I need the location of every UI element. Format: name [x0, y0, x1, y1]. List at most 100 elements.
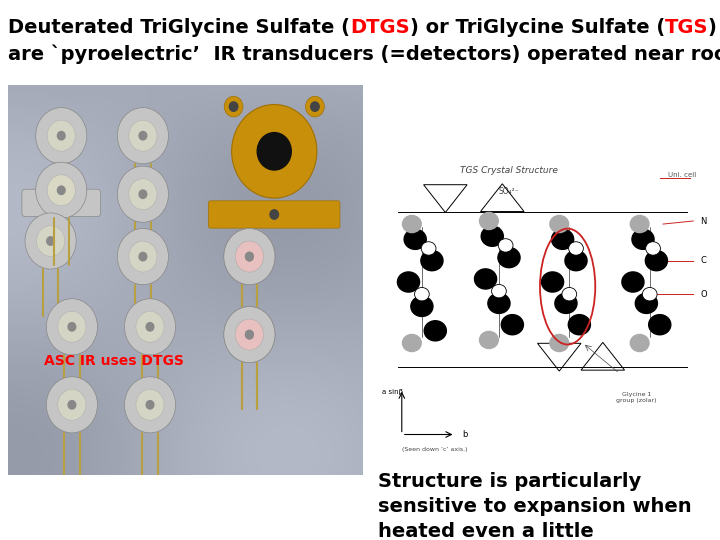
Circle shape — [224, 228, 275, 285]
Circle shape — [562, 287, 577, 301]
Circle shape — [224, 96, 243, 117]
Text: ) or TriGlycine Sulfate (: ) or TriGlycine Sulfate ( — [410, 18, 665, 37]
Circle shape — [117, 166, 168, 222]
Circle shape — [310, 102, 319, 111]
Circle shape — [270, 210, 279, 219]
Circle shape — [46, 299, 97, 355]
Circle shape — [235, 319, 264, 350]
FancyBboxPatch shape — [209, 201, 340, 228]
Circle shape — [474, 269, 497, 289]
Circle shape — [424, 321, 446, 341]
Text: a sinβ: a sinβ — [382, 389, 402, 395]
Circle shape — [642, 287, 657, 301]
Circle shape — [246, 252, 253, 261]
Circle shape — [235, 241, 264, 272]
Circle shape — [402, 334, 421, 352]
Circle shape — [117, 107, 168, 164]
Circle shape — [129, 241, 157, 272]
Circle shape — [404, 230, 426, 249]
Circle shape — [125, 299, 176, 355]
Circle shape — [402, 215, 421, 233]
Circle shape — [230, 102, 238, 111]
Circle shape — [146, 401, 154, 409]
Circle shape — [235, 241, 264, 272]
Circle shape — [622, 272, 644, 292]
Text: N: N — [701, 217, 706, 226]
Circle shape — [480, 332, 498, 348]
Circle shape — [635, 293, 657, 313]
Text: Structure is particularly
sensitive to expansion when
heated even a little: Structure is particularly sensitive to e… — [378, 472, 692, 540]
Circle shape — [139, 252, 147, 261]
Circle shape — [139, 131, 147, 140]
Circle shape — [125, 377, 176, 433]
Circle shape — [146, 322, 154, 331]
Circle shape — [265, 204, 284, 225]
Circle shape — [129, 120, 157, 151]
Circle shape — [36, 107, 87, 164]
Text: b: b — [462, 430, 467, 439]
Text: SO₄²⁻: SO₄²⁻ — [499, 187, 519, 197]
Text: O: O — [700, 289, 706, 299]
Text: (Seen down ʼcʼ axis.): (Seen down ʼcʼ axis.) — [402, 447, 467, 452]
Circle shape — [632, 230, 654, 249]
Circle shape — [129, 179, 157, 210]
Circle shape — [136, 389, 164, 420]
Circle shape — [36, 162, 87, 218]
Text: DTGS: DTGS — [350, 18, 410, 37]
Circle shape — [645, 251, 667, 271]
Circle shape — [37, 226, 65, 256]
Circle shape — [246, 330, 253, 339]
Circle shape — [498, 239, 513, 252]
Circle shape — [568, 315, 590, 335]
Circle shape — [421, 251, 443, 271]
Circle shape — [480, 212, 498, 230]
Text: are `pyroelectric’  IR transducers (=detectors) operated near room temperature: are `pyroelectric’ IR transducers (=dete… — [8, 44, 720, 64]
Circle shape — [550, 334, 569, 352]
Circle shape — [630, 334, 649, 352]
Circle shape — [488, 293, 510, 313]
Text: TGS Crystal Structure: TGS Crystal Structure — [460, 166, 558, 175]
Circle shape — [58, 389, 86, 420]
Circle shape — [246, 330, 253, 339]
Circle shape — [235, 319, 264, 350]
Circle shape — [550, 215, 569, 233]
Circle shape — [541, 272, 564, 292]
Circle shape — [630, 215, 649, 233]
Circle shape — [46, 377, 97, 433]
Circle shape — [58, 186, 65, 194]
Circle shape — [415, 287, 429, 301]
Text: C: C — [701, 256, 706, 265]
Circle shape — [569, 242, 583, 255]
Text: ASC IR uses DTGS: ASC IR uses DTGS — [43, 354, 184, 368]
Circle shape — [257, 133, 292, 170]
Circle shape — [397, 272, 420, 292]
Circle shape — [481, 226, 503, 246]
Circle shape — [47, 237, 55, 245]
Text: TGS: TGS — [665, 18, 708, 37]
Circle shape — [649, 315, 671, 335]
Circle shape — [565, 251, 587, 271]
Circle shape — [58, 131, 65, 140]
Circle shape — [224, 307, 275, 363]
Circle shape — [48, 120, 76, 151]
Circle shape — [555, 293, 577, 313]
Circle shape — [68, 322, 76, 331]
Circle shape — [552, 230, 574, 249]
Circle shape — [498, 247, 520, 268]
Circle shape — [58, 312, 86, 342]
Circle shape — [411, 296, 433, 316]
Circle shape — [232, 105, 317, 198]
Text: Deuterated TriGlycine Sulfate (: Deuterated TriGlycine Sulfate ( — [8, 18, 350, 37]
Circle shape — [501, 315, 523, 335]
Circle shape — [646, 242, 660, 255]
Circle shape — [48, 175, 76, 206]
Circle shape — [68, 401, 76, 409]
Text: )  detectors: ) detectors — [708, 18, 720, 37]
Circle shape — [136, 312, 164, 342]
Circle shape — [224, 228, 275, 285]
Circle shape — [246, 252, 253, 261]
Text: Glycine 1
group (zolar): Glycine 1 group (zolar) — [616, 392, 657, 403]
Circle shape — [117, 228, 168, 285]
Circle shape — [421, 242, 436, 255]
Circle shape — [139, 190, 147, 198]
